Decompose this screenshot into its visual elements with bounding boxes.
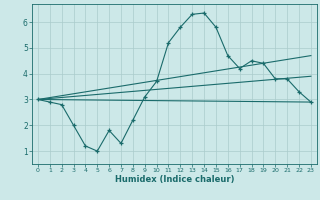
- X-axis label: Humidex (Indice chaleur): Humidex (Indice chaleur): [115, 175, 234, 184]
